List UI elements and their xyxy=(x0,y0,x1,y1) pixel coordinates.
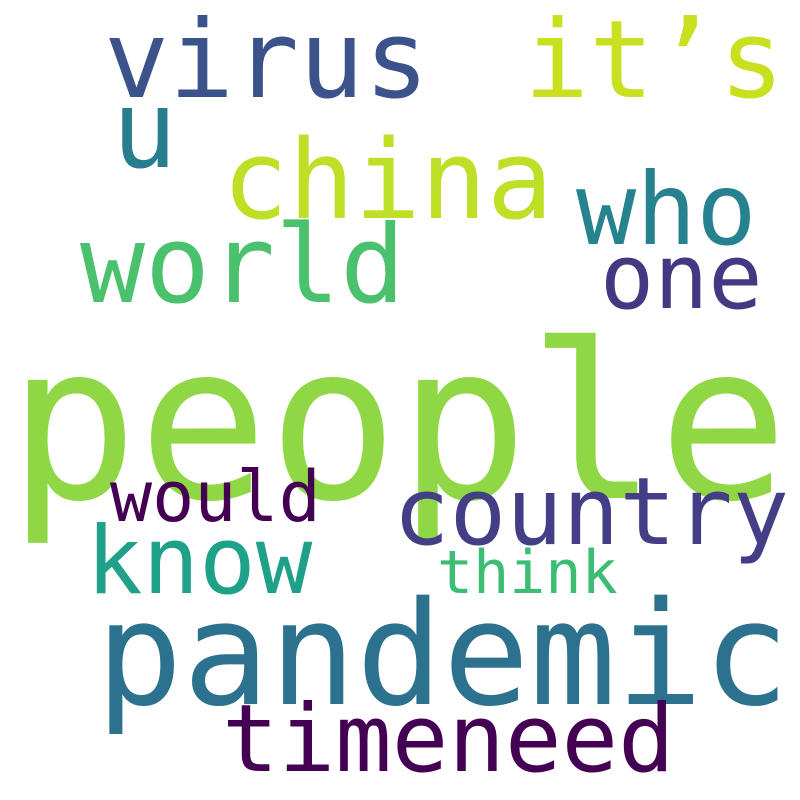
word-its: it’s xyxy=(524,0,785,123)
word-pandemic: pandemic xyxy=(96,570,790,738)
word-virus: virus xyxy=(104,0,430,123)
word-u: u xyxy=(112,68,178,193)
word-know: know xyxy=(86,507,313,616)
word-country: country xyxy=(393,458,790,567)
word-china: china xyxy=(222,116,554,244)
word-people: people xyxy=(8,298,789,549)
word-would: would xyxy=(110,456,321,538)
word-think: think xyxy=(437,538,618,608)
word-one: one xyxy=(600,225,763,330)
word-timeneed: timeneed xyxy=(222,685,675,794)
word-world: world xyxy=(80,203,406,328)
word-who: who xyxy=(576,151,757,268)
